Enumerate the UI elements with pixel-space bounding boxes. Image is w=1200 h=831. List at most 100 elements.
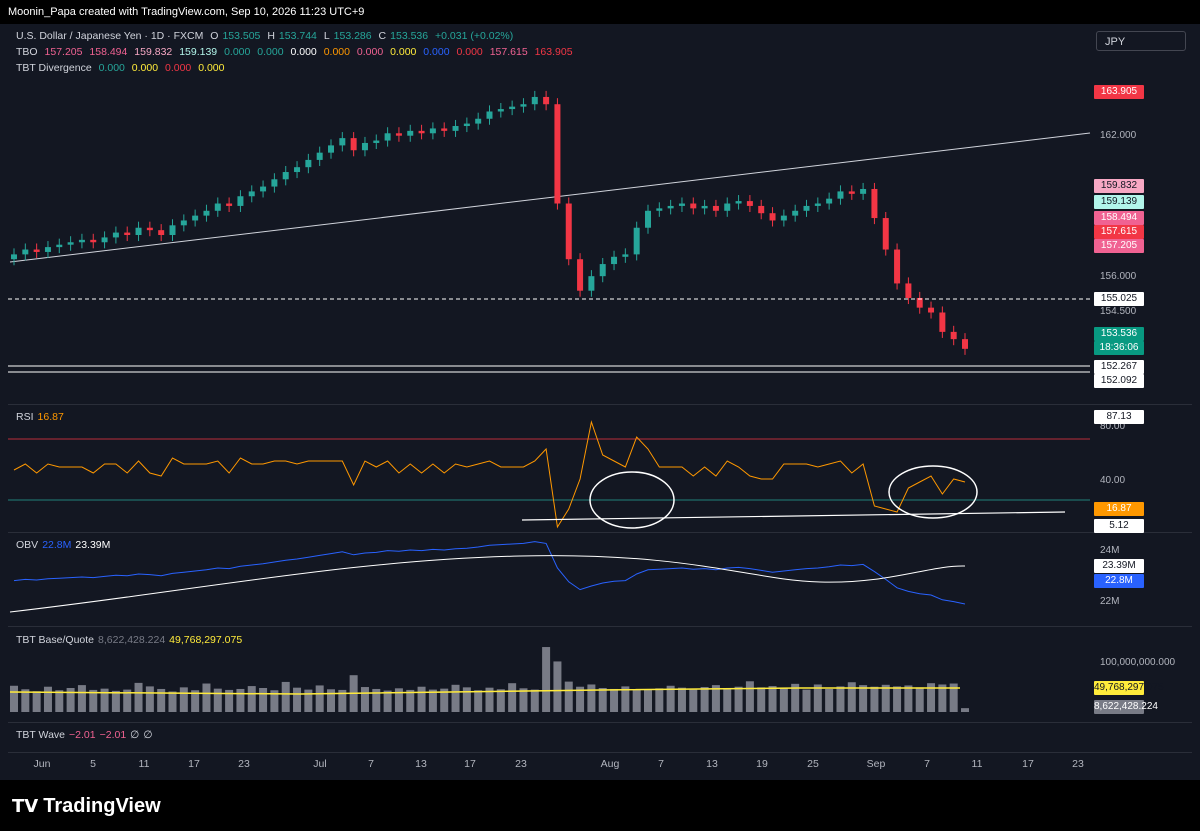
tbo-v3: 159.139 [179, 46, 218, 58]
price-tag: 18:36:06 [1094, 341, 1144, 355]
tbo-v8: 0.000 [356, 46, 384, 58]
x-axis-label: 11 [971, 758, 983, 770]
rsi-label: RSI [16, 411, 34, 423]
pane-separator[interactable] [8, 752, 1192, 753]
x-axis-label: 19 [756, 758, 768, 770]
pane-separator[interactable] [8, 626, 1192, 627]
tradingview-logo: 𝗧𝗩 TradingView [12, 795, 161, 818]
x-axis-label: Sep [866, 758, 886, 770]
legend-high: 153.744 [278, 30, 317, 42]
bq-tick: 100,000,000.000 [1100, 657, 1176, 668]
x-axis-label: 23 [238, 758, 250, 770]
div-v3: 0.000 [198, 62, 225, 74]
legend-rsi: RSI 16.87 [16, 411, 68, 423]
price-tag: 159.832 [1094, 179, 1144, 193]
rsi-tick: 80.00 [1100, 421, 1126, 432]
wave-label: TBT Wave [16, 729, 66, 741]
bq-v1: 8,622,428.224 [98, 634, 166, 646]
tbo-v1: 158.494 [89, 46, 128, 58]
obv-v2: 23.39M [75, 539, 111, 551]
legend-l-label: L [323, 30, 330, 42]
legend-divergence: TBT Divergence 0.000 0.000 0.000 0.000 [16, 62, 228, 74]
bq-tag: 8,622,428.224 [1094, 700, 1158, 714]
obv-label: OBV [16, 539, 39, 551]
legend-change: +0.031 (+0.02%) [435, 30, 514, 42]
tbo-v10: 0.000 [423, 46, 450, 58]
wave-v1: −2.01 [69, 729, 96, 741]
legend-base-quote: TBT Base/Quote 8,622,428.224 49,768,297.07… [16, 634, 246, 646]
obv-tick: 24M [1100, 545, 1120, 556]
x-axis-label: 23 [1072, 758, 1084, 770]
price-tag: 159.139 [1094, 195, 1144, 209]
legend-low: 153.286 [333, 30, 372, 42]
x-axis-label: Aug [600, 758, 620, 770]
price-tag: 157.205 [1094, 239, 1144, 253]
legend-symbol: U.S. Dollar / Japanese Yen · 1D · FXCM [16, 30, 204, 42]
header-title: Moonin_Papa created with TradingView.com… [8, 6, 365, 18]
obv-tag: 22.8M [1094, 574, 1144, 588]
tbo-v0: 157.205 [44, 46, 83, 58]
pane-separator[interactable] [8, 722, 1192, 723]
tbo-v6: 0.000 [290, 46, 317, 58]
price-tag: 157.615 [1094, 225, 1144, 239]
x-axis-label: 13 [415, 758, 427, 770]
legend-h-label: H [267, 30, 275, 42]
rsi-tag: 5.12 [1094, 519, 1144, 533]
price-tag: 155.025 [1094, 292, 1144, 306]
legend-open: 153.505 [222, 30, 261, 42]
tbo-v5: 0.000 [257, 46, 284, 58]
bq-v2: 49,768,297.075 [169, 634, 243, 646]
tv-brand-icon: 𝗧𝗩 [12, 796, 44, 816]
wave-v2: −2.01 [99, 729, 127, 741]
obv-v1: 22.8M [42, 539, 72, 551]
price-tick: 154.500 [1100, 306, 1137, 317]
x-axis-label: 7 [658, 758, 664, 770]
x-axis-label: 23 [515, 758, 527, 770]
legend-main: U.S. Dollar / Japanese Yen · 1D · FXCM O… [16, 30, 517, 42]
bq-label: TBT Base/Quote [16, 634, 95, 646]
tbo-v4: 0.000 [224, 46, 251, 58]
price-tick: 162.000 [1100, 130, 1137, 141]
x-axis-label: 17 [188, 758, 200, 770]
header-bar: Moonin_Papa created with TradingView.com… [0, 0, 1200, 24]
obv-tick: 22M [1100, 596, 1120, 607]
x-axis-label: Jun [33, 758, 51, 770]
x-axis-label: 13 [706, 758, 718, 770]
legend-obv: OBV 22.8M 23.39M [16, 539, 114, 551]
price-tag: 152.092 [1094, 374, 1144, 388]
tv-brand-text: TradingView [43, 795, 161, 817]
pane-separator[interactable] [8, 532, 1192, 533]
pane-separator[interactable] [8, 404, 1192, 405]
price-tick: 156.000 [1100, 271, 1137, 282]
legend-wave: TBT Wave −2.01 −2.01 ∅ ∅ [16, 729, 156, 741]
div-v1: 0.000 [131, 62, 159, 74]
tbo-v7: 0.000 [323, 46, 350, 58]
bq-tag: 49,768,297.075 [1094, 681, 1164, 695]
rsi-value: 16.87 [37, 411, 64, 423]
x-axis-label: Jul [313, 758, 327, 770]
rsi-tag: 87.13 [1094, 410, 1144, 424]
rsi-tick: 40.00 [1100, 475, 1126, 486]
legend-div-label: TBT Divergence [16, 62, 92, 74]
chart-area[interactable] [8, 24, 1192, 780]
div-v0: 0.000 [98, 62, 125, 74]
x-axis-label: 7 [924, 758, 930, 770]
legend-tbo: TBO 157.205 158.494 159.832 159.139 0.00… [16, 46, 577, 58]
tbo-v11: 0.000 [456, 46, 483, 58]
tbo-v2: 159.832 [134, 46, 173, 58]
price-tag: 158.494 [1094, 211, 1144, 225]
wave-v3: ∅ [130, 729, 140, 741]
price-tag: 152.267 [1094, 360, 1144, 374]
x-axis-label: 11 [138, 758, 150, 770]
div-v2: 0.000 [165, 62, 192, 74]
legend-o-label: O [210, 30, 219, 42]
x-axis-label: 5 [90, 758, 96, 770]
currency-button[interactable]: JPY [1096, 31, 1186, 51]
wave-v4: ∅ [143, 729, 153, 741]
legend-c-label: C [378, 30, 387, 42]
tbo-v13: 163.905 [534, 46, 573, 58]
x-axis-label: 25 [807, 758, 819, 770]
x-axis-label: 17 [464, 758, 476, 770]
obv-tag: 23.39M [1094, 559, 1144, 573]
legend-close: 153.536 [390, 30, 429, 42]
